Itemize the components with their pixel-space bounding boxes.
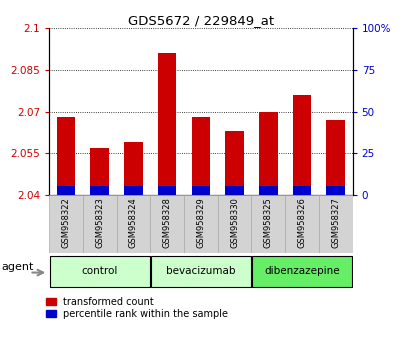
Bar <box>225 131 243 186</box>
FancyBboxPatch shape <box>318 195 352 253</box>
FancyBboxPatch shape <box>285 195 318 253</box>
Text: agent: agent <box>1 262 33 272</box>
Text: dibenzazepine: dibenzazepine <box>263 266 339 276</box>
Bar <box>56 117 75 186</box>
Title: GDS5672 / 229849_at: GDS5672 / 229849_at <box>128 14 273 27</box>
Text: GSM958324: GSM958324 <box>129 198 138 249</box>
Bar <box>191 186 210 195</box>
Text: bevacizumab: bevacizumab <box>166 266 235 276</box>
Bar <box>90 186 109 195</box>
Legend: transformed count, percentile rank within the sample: transformed count, percentile rank withi… <box>46 297 228 319</box>
Bar <box>326 120 344 186</box>
Text: GSM958325: GSM958325 <box>263 198 272 249</box>
FancyBboxPatch shape <box>50 256 149 287</box>
Text: GSM958327: GSM958327 <box>330 198 339 249</box>
Bar <box>258 112 277 186</box>
Bar <box>124 186 142 195</box>
Text: GSM958326: GSM958326 <box>297 198 306 249</box>
Text: control: control <box>81 266 118 276</box>
Bar <box>56 186 75 195</box>
Text: GSM958323: GSM958323 <box>95 198 104 249</box>
Text: GSM958328: GSM958328 <box>162 198 171 249</box>
Bar <box>124 142 142 186</box>
Bar <box>157 53 176 186</box>
Text: GSM958322: GSM958322 <box>61 198 70 249</box>
Bar <box>292 95 310 186</box>
Bar <box>90 148 109 186</box>
Bar <box>157 186 176 195</box>
FancyBboxPatch shape <box>116 195 150 253</box>
FancyBboxPatch shape <box>83 195 116 253</box>
FancyBboxPatch shape <box>252 256 351 287</box>
Text: GSM958330: GSM958330 <box>229 198 238 249</box>
Bar <box>258 186 277 195</box>
Bar <box>326 186 344 195</box>
FancyBboxPatch shape <box>151 256 250 287</box>
FancyBboxPatch shape <box>150 195 184 253</box>
Bar <box>225 186 243 195</box>
Bar <box>292 186 310 195</box>
FancyBboxPatch shape <box>49 195 83 253</box>
Text: GSM958329: GSM958329 <box>196 198 205 249</box>
Bar <box>191 117 210 186</box>
FancyBboxPatch shape <box>251 195 285 253</box>
FancyBboxPatch shape <box>217 195 251 253</box>
FancyBboxPatch shape <box>184 195 217 253</box>
